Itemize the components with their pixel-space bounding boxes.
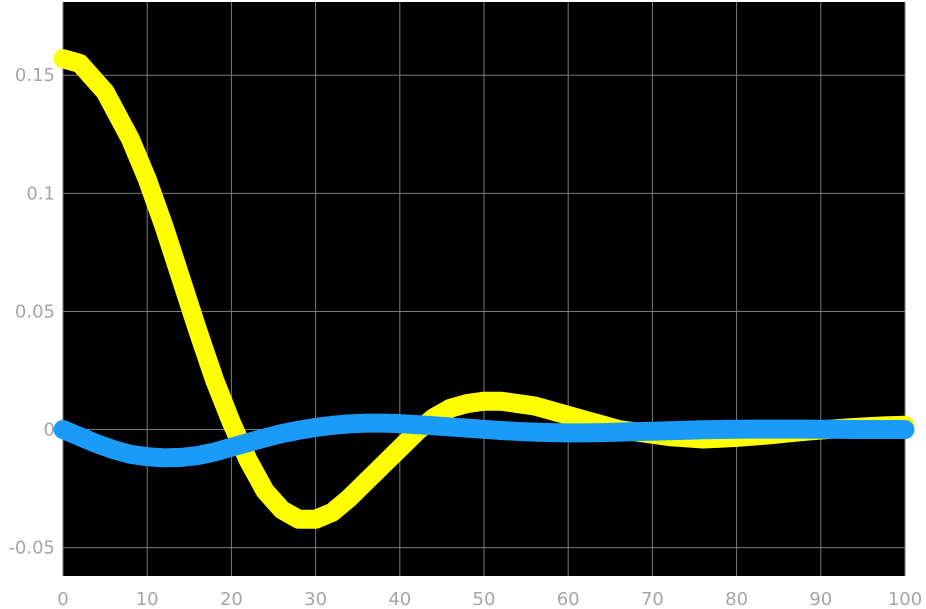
x-tick-label: 10 (136, 589, 159, 609)
series-line-2 (53, 413, 915, 468)
x-tick-label: 60 (557, 589, 580, 609)
y-tick-label: -0.05 (8, 538, 55, 559)
y-tick-label: 0.05 (15, 301, 55, 322)
x-tick-label: 40 (388, 589, 411, 609)
y-tick-label: 0.15 (15, 65, 55, 86)
y-tick-label: 0 (44, 420, 55, 441)
x-tick-label: 90 (809, 589, 832, 609)
x-tick-label: 0 (57, 589, 68, 609)
x-tick-label: 80 (725, 589, 748, 609)
x-tick-label: 50 (473, 589, 496, 609)
x-tick-label: 100 (888, 589, 922, 609)
x-tick-label: 70 (641, 589, 664, 609)
grid (62, 2, 906, 576)
series-group (53, 49, 915, 529)
y-axis-tick-labels: -0.05 0 0.05 0.1 0.15 (8, 65, 55, 558)
x-tick-label: 30 (304, 589, 327, 609)
x-tick-label: 20 (220, 589, 243, 609)
x-axis-tick-labels: 0 10 20 30 40 50 60 70 80 90 100 (57, 589, 922, 609)
y-tick-label: 0.1 (26, 183, 55, 204)
